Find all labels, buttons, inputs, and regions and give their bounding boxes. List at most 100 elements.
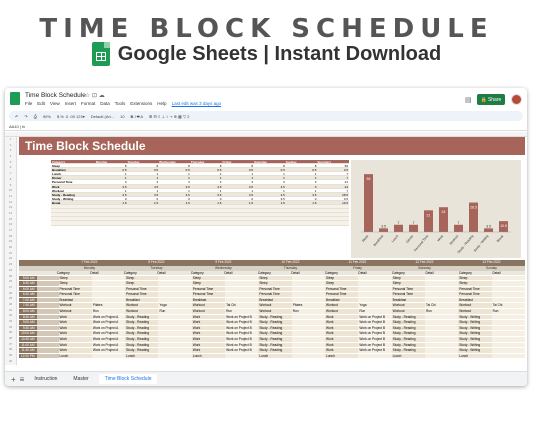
summary-cell[interactable]: Study - Reading (52, 192, 75, 197)
detail-cell[interactable]: Tai Chi (491, 303, 525, 309)
category-cell[interactable]: Study - Reading (258, 325, 292, 331)
detail-cell[interactable]: Work on Project B (225, 320, 259, 325)
row-number[interactable]: 30 (8, 301, 13, 306)
summary-cell[interactable]: 1 (219, 188, 222, 193)
detail-cell[interactable] (424, 281, 459, 286)
category-cell[interactable]: Workout (191, 309, 226, 314)
summary-cell[interactable]: 3.5 (343, 196, 349, 201)
detail-cell[interactable]: Work on Project B (225, 325, 259, 331)
detail-cell[interactable] (291, 331, 326, 337)
row-number[interactable]: 13 (8, 205, 13, 210)
filler-cell[interactable] (36, 337, 59, 342)
currency-icon[interactable]: $ % .0 .00 123▾ (56, 113, 85, 119)
detail-column-label[interactable]: Detail (224, 270, 233, 275)
row-number[interactable]: 35 (8, 330, 13, 335)
summary-cell[interactable]: Sleep (52, 164, 61, 169)
category-cell[interactable]: Workout (458, 309, 492, 314)
category-cell[interactable]: Study - Reading (125, 325, 159, 331)
detail-cell[interactable] (291, 353, 326, 359)
summary-cell[interactable]: Lunch (52, 172, 61, 177)
print-icon[interactable]: ⎙ (33, 113, 37, 119)
detail-cell[interactable] (225, 275, 259, 281)
summary-cell[interactable]: 0 (314, 184, 317, 189)
row-number[interactable]: 8 (9, 176, 12, 181)
category-cell[interactable]: Sleep (58, 275, 92, 281)
zoom-select[interactable]: 90% (42, 113, 51, 119)
summary-cell[interactable]: 0.5 (185, 168, 190, 173)
detail-cell[interactable] (225, 281, 259, 286)
detail-cell[interactable]: Work on Project B (225, 331, 259, 337)
detail-cell[interactable] (225, 353, 259, 359)
category-cell[interactable]: Personal Time (391, 286, 425, 292)
detail-cell[interactable]: Pilates (91, 303, 126, 309)
detail-cell[interactable] (491, 325, 525, 331)
detail-cell[interactable] (291, 297, 326, 303)
summary-cell[interactable]: 0 (156, 196, 159, 201)
detail-cell[interactable] (491, 297, 525, 303)
category-cell[interactable]: Work (58, 331, 92, 337)
row-number[interactable]: 1 (9, 137, 12, 141)
summary-table[interactable]: Category Monday Tuesday Wednesday Thursday Fr… (51, 160, 349, 226)
category-column-label[interactable]: Category (324, 270, 338, 275)
detail-cell[interactable] (158, 292, 192, 297)
summary-cell[interactable]: 4.5 (248, 192, 254, 197)
weekday-label[interactable]: Thursday (283, 265, 298, 270)
time-cell[interactable]: 7:00 AM (19, 297, 37, 303)
summary-cell[interactable]: 1.5 (312, 200, 317, 205)
detail-cell[interactable] (424, 297, 459, 303)
summary-cell[interactable]: 3.5 (122, 184, 127, 189)
row-number[interactable]: 28 (8, 290, 13, 295)
category-cell[interactable]: Work (191, 314, 226, 320)
summary-cell[interactable]: 1 (156, 176, 159, 181)
filler-cell[interactable] (36, 331, 59, 337)
category-cell[interactable]: Sleep (258, 275, 292, 281)
detail-cell[interactable] (158, 342, 192, 348)
detail-column-label[interactable]: Detail (358, 270, 367, 275)
redo-icon[interactable]: ↷ (24, 113, 28, 119)
detail-cell[interactable] (158, 331, 192, 337)
category-cell[interactable]: Workout (258, 303, 292, 309)
detail-cell[interactable] (91, 275, 126, 281)
menu-item-edit[interactable]: Edit (37, 101, 46, 106)
spreadsheet-grid[interactable]: 1 2 3 4 5 6 7 8 9 10 11 12 13 14 15 16 17 18 19 20 21 22 23 24 2… (5, 132, 527, 365)
weekday-label[interactable]: Friday (353, 265, 362, 270)
undo-icon[interactable]: ↶ (15, 113, 19, 119)
category-cell[interactable]: Breakfast (58, 297, 92, 303)
row-number[interactable]: 26 (8, 279, 13, 284)
summary-cell[interactable]: 1 (283, 176, 285, 181)
time-cell[interactable]: 5:30 AM (19, 281, 37, 286)
category-cell[interactable]: Work (325, 348, 359, 353)
detail-cell[interactable] (491, 320, 525, 325)
day-date[interactable]: 7 Feb 2022 (81, 260, 98, 264)
detail-cell[interactable] (291, 348, 326, 353)
category-cell[interactable]: Study - Reading (258, 331, 292, 337)
row-number[interactable]: 14 (8, 210, 13, 215)
menu-item-help[interactable]: Help (157, 101, 167, 106)
summary-blank-row[interactable] (51, 209, 349, 214)
detail-cell[interactable] (424, 331, 459, 337)
category-cell[interactable]: Work (58, 314, 92, 320)
summary-cell[interactable]: 0 (251, 196, 254, 201)
category-cell[interactable]: Breakfast (391, 297, 425, 303)
summary-cell[interactable]: Work (52, 184, 60, 189)
summary-cell[interactable]: 8 (283, 164, 285, 169)
summary-cell[interactable]: 1 (124, 176, 127, 181)
category-column-label[interactable]: Category (123, 270, 137, 275)
row-number[interactable]: 4 (9, 154, 12, 159)
detail-cell[interactable] (491, 286, 525, 292)
weekday-label[interactable]: Tuesday (150, 265, 163, 270)
filler-cell[interactable] (36, 353, 59, 359)
summary-header-cell[interactable]: Sunday (285, 160, 297, 164)
filler-cell[interactable] (36, 303, 59, 309)
category-cell[interactable]: Work (58, 337, 92, 342)
summary-cell[interactable]: 1 (124, 188, 127, 193)
category-cell[interactable]: Workout (325, 309, 359, 314)
category-cell[interactable]: Sleep (458, 275, 492, 281)
summary-cell[interactable]: 3 (124, 180, 127, 185)
time-cell[interactable]: 8:30 AM (19, 314, 37, 320)
category-cell[interactable]: Workout (58, 303, 92, 309)
comment-icon[interactable]: ▤ (465, 97, 472, 104)
category-cell[interactable]: Work (191, 342, 226, 348)
detail-cell[interactable]: Tai Chi (424, 303, 459, 309)
category-cell[interactable]: Study - Reading (391, 331, 425, 337)
